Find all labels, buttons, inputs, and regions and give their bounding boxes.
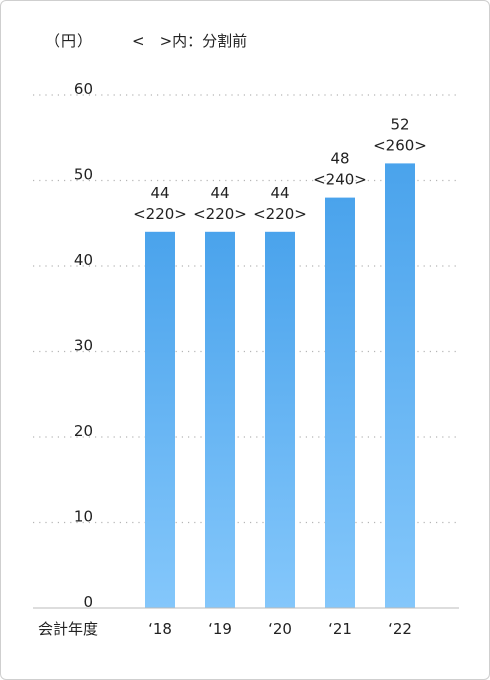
y-tick-label: 20 [74,422,93,440]
x-tick-label: ‘22 [388,620,412,638]
pre-split-label: <220> [193,205,247,223]
bar [145,231,175,609]
pre-split-label: <220> [133,205,187,223]
x-tick-label: ‘21 [328,620,352,638]
note-label: < >内：分割前 [132,32,248,50]
unit-label: （円） [45,32,94,50]
pre-split-label: <260> [373,136,427,154]
bar [385,163,415,608]
y-tick-label: 30 [74,337,93,355]
data-label: 44 [150,184,169,202]
y-tick-label: 10 [74,508,93,526]
bar [265,231,295,609]
x-tick-label: ‘20 [268,620,292,638]
y-tick-label: 0 [83,593,93,611]
bar [205,231,235,609]
y-tick-label: 50 [74,166,93,184]
data-label: 52 [390,115,409,133]
x-tick-label: ‘19 [208,620,232,638]
y-tick-label: 40 [74,251,93,269]
data-label: 48 [330,150,349,168]
pre-split-label: <220> [253,205,307,223]
x-tick-label: ‘18 [148,620,172,638]
pre-split-label: <240> [313,171,367,189]
y-tick-label: 60 [74,80,93,98]
x-axis-label: 会計年度 [38,620,98,638]
data-label: 44 [210,184,229,202]
bar [325,197,355,608]
data-label: 44 [270,184,289,202]
